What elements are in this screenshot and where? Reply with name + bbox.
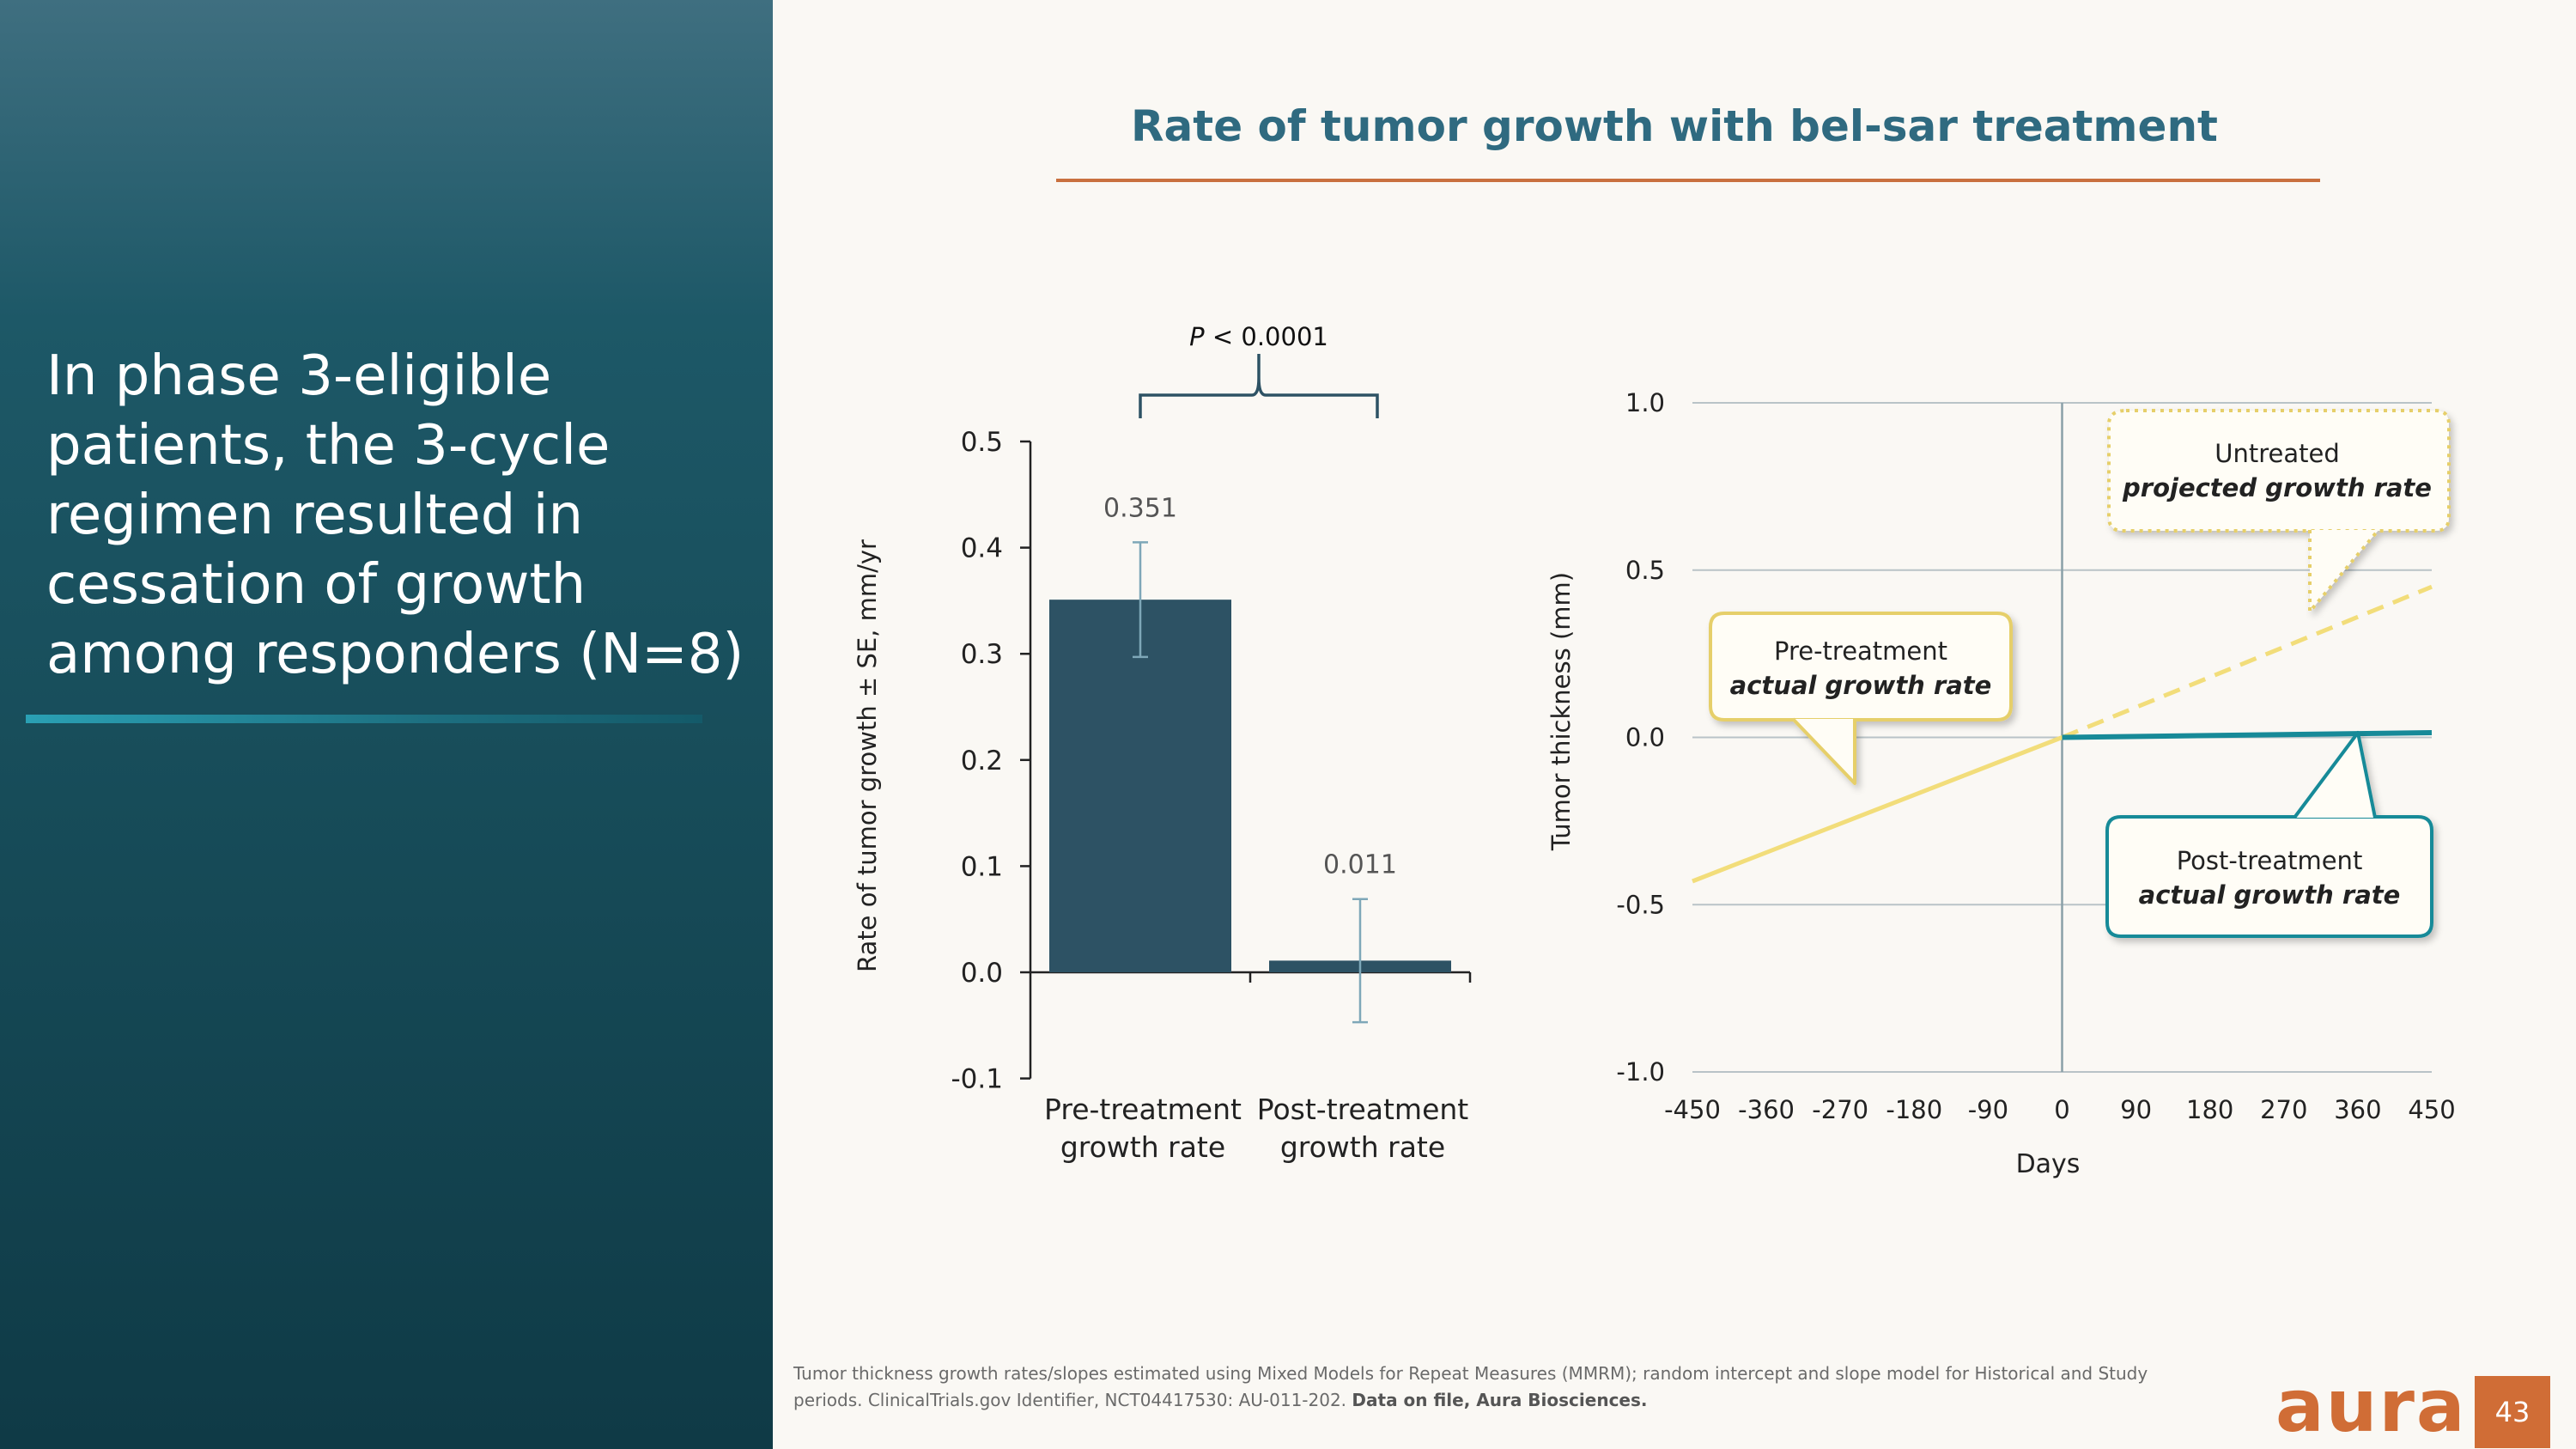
callout-pre-tail xyxy=(1791,717,1856,785)
series-line-post xyxy=(2062,730,2433,740)
series-line-projected xyxy=(2061,584,2433,740)
x-tick-label: -180 xyxy=(1886,1095,1942,1124)
callout-post: Post-treatment actual growth rate xyxy=(2105,731,2433,938)
callout-post-line2: actual growth rate xyxy=(2139,880,2401,910)
y-tick-label: 0.5 xyxy=(1625,556,1665,585)
y-axis-title: Tumor thickness (mm) xyxy=(1546,572,1576,851)
callout-pre-line1: Pre-treatment xyxy=(1774,636,1947,666)
callout-pre-line2: actual growth rate xyxy=(1730,671,1992,700)
x-tick-label: -90 xyxy=(1968,1095,2008,1124)
footnote: Tumor thickness growth rates/slopes esti… xyxy=(793,1361,2210,1414)
y-tick-label: -0.5 xyxy=(1616,890,1665,919)
footnote-text: Tumor thickness growth rates/slopes esti… xyxy=(793,1363,2148,1410)
line-chart: -1.0 -0.5 0.0 0.5 1.0 -450 -360 -270 -180 -90 0 90 1… xyxy=(1546,388,2456,1179)
x-tick-label: -270 xyxy=(1812,1095,1868,1124)
y-tick-label: 0.1 xyxy=(961,851,1003,882)
y-tick-label: 1.0 xyxy=(1625,388,1665,417)
x-category-label: Post-treatment xyxy=(1257,1093,1469,1126)
p-value-label: P < 0.0001 xyxy=(1189,322,1328,351)
p-value-symbol: P xyxy=(1189,322,1205,351)
heading-underline xyxy=(26,715,702,723)
callout-post-box xyxy=(2105,815,2433,938)
slide-heading: In phase 3-eligible patients, the 3-cycl… xyxy=(46,344,744,686)
significance-bracket xyxy=(1139,354,1379,418)
aura-logo: aura xyxy=(2275,1364,2467,1448)
callout-untreated-box xyxy=(2107,409,2451,533)
callout-pre: Pre-treatment actual growth rate xyxy=(1709,612,2013,785)
x-tick-label: 90 xyxy=(2120,1095,2152,1124)
y-tick-label: 0.3 xyxy=(961,639,1003,670)
callout-pre-box xyxy=(1709,612,2013,721)
y-tick-label: -0.1 xyxy=(951,1064,1004,1095)
callout-untreated: Untreated projected growth rate xyxy=(2107,409,2451,613)
data-label: 0.351 xyxy=(1103,493,1177,523)
y-tick-label: -1.0 xyxy=(1616,1057,1665,1087)
x-category-label: growth rate xyxy=(1280,1130,1445,1164)
x-category-label: Pre-treatment xyxy=(1044,1093,1242,1126)
x-tick-label: 360 xyxy=(2334,1095,2381,1124)
x-tick-label: 180 xyxy=(2186,1095,2233,1124)
page-number: 43 xyxy=(2475,1376,2550,1448)
callout-post-line1: Post-treatment xyxy=(2177,846,2363,875)
y-tick-label: 0.4 xyxy=(961,533,1003,564)
y-tick-label: 0.5 xyxy=(961,427,1003,458)
y-tick-label: 0.0 xyxy=(961,958,1003,989)
bar xyxy=(1049,600,1231,972)
title-underline xyxy=(1056,179,2320,182)
x-tick-label: -360 xyxy=(1738,1095,1795,1124)
y-axis-title: Rate of tumor growth ± SE, mm/yr xyxy=(853,539,882,972)
x-tick-label: 450 xyxy=(2408,1095,2455,1124)
callout-post-tail xyxy=(2293,731,2377,819)
callout-untreated-line2: projected growth rate xyxy=(2122,473,2432,502)
p-value-text: < 0.0001 xyxy=(1205,322,1328,351)
bar-chart: -0.1 0.0 0.1 0.2 0.3 0.4 0.5 0.351 Pre-treatment… xyxy=(853,322,1472,1164)
x-axis-title: Days xyxy=(2016,1149,2081,1179)
y-tick-label: 0.0 xyxy=(1625,723,1665,752)
chart-title: Rate of tumor growth with bel-sar treatm… xyxy=(1131,101,2218,151)
y-tick-label: 0.2 xyxy=(961,746,1003,776)
x-category-label: growth rate xyxy=(1060,1130,1225,1164)
left-panel xyxy=(0,0,773,1449)
series-line-pre xyxy=(1692,735,2063,884)
callout-untreated-tail xyxy=(2308,528,2380,613)
callout-untreated-line1: Untreated xyxy=(2215,439,2340,468)
data-label: 0.011 xyxy=(1323,850,1397,880)
x-tick-label: 0 xyxy=(2054,1095,2069,1124)
x-tick-label: -450 xyxy=(1664,1095,1721,1124)
footnote-source: Data on file, Aura Biosciences. xyxy=(1352,1390,1648,1410)
x-tick-label: 270 xyxy=(2260,1095,2307,1124)
